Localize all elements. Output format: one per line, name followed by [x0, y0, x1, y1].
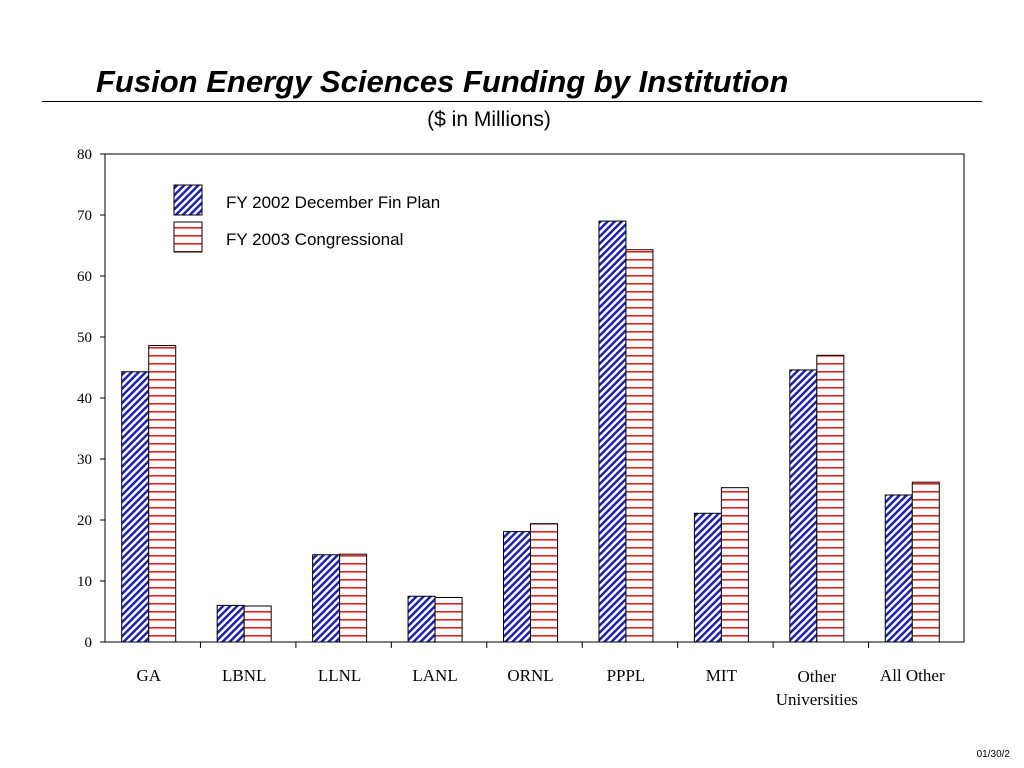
x-axis: GA LBNL LLNL LANL ORNL PPPL MIT Other Universiti… — [136, 642, 945, 709]
bar-fy2002 — [407, 595, 436, 643]
bar-fy2003 — [625, 249, 654, 643]
x-category-label: Other — [797, 667, 836, 686]
y-tick-label: 20 — [77, 513, 92, 529]
bar-fy2002 — [216, 604, 245, 643]
bar-fy2002 — [693, 512, 722, 643]
y-axis: 0 10 20 30 40 50 60 70 80 — [77, 147, 105, 651]
legend-label-fy2003: FY 2003 Congressional — [226, 230, 403, 249]
page-title: Fusion Energy Sciences Funding by Instit… — [96, 64, 789, 99]
bar-fy2002 — [503, 531, 531, 643]
x-category-label: All Other — [880, 666, 945, 685]
bar-fy2002 — [121, 371, 150, 643]
bar-fy2003 — [148, 345, 177, 643]
x-category-label: PPPL — [607, 666, 646, 685]
x-category-label: LANL — [412, 666, 457, 685]
bars — [121, 220, 940, 643]
x-category-label: MIT — [706, 666, 738, 685]
x-category-label: Universities — [776, 690, 858, 709]
slide-footer-date: 01/30/2 — [976, 749, 1010, 760]
bar-fy2003 — [530, 523, 558, 643]
bar-fy2003 — [816, 354, 845, 643]
x-category-label: ORNL — [507, 666, 553, 685]
y-tick-label: 70 — [77, 208, 92, 224]
x-category-label: LBNL — [222, 666, 266, 685]
bar-fy2003 — [720, 487, 749, 643]
y-tick-label: 0 — [85, 635, 93, 651]
title-rule — [42, 101, 982, 102]
bar-fy2003 — [434, 596, 463, 643]
legend-swatch-fy2003 — [173, 221, 203, 253]
legend: FY 2002 December Fin Plan FY 2003 Congres… — [173, 184, 440, 253]
bar-fy2002 — [598, 220, 627, 643]
bar-fy2003 — [243, 605, 272, 643]
bar-fy2003 — [339, 553, 368, 643]
y-tick-label: 30 — [77, 452, 92, 468]
y-tick-label: 80 — [77, 147, 92, 163]
legend-label-fy2002: FY 2002 December Fin Plan — [226, 193, 440, 212]
x-category-label: LLNL — [318, 666, 361, 685]
y-tick-label: 60 — [77, 269, 92, 285]
y-tick-label: 40 — [77, 391, 92, 407]
page-subtitle: ($ in Millions) — [427, 108, 551, 131]
legend-swatch-fy2002 — [173, 184, 203, 216]
bar-fy2002 — [312, 554, 341, 643]
y-tick-label: 50 — [77, 330, 92, 346]
y-tick-label: 10 — [77, 574, 92, 590]
bar-fy2002 — [789, 369, 818, 643]
x-category-label: GA — [136, 666, 161, 685]
bar-fy2002 — [884, 494, 913, 643]
bar-fy2003 — [911, 481, 940, 643]
